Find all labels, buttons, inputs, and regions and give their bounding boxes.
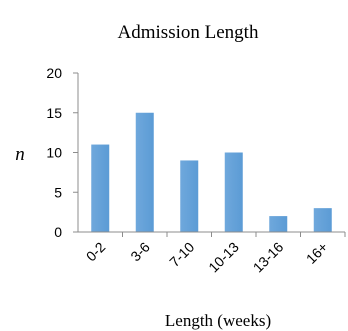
x-tick-label: 7-10 (166, 239, 197, 270)
y-tick-label: 10 (46, 145, 62, 161)
bar-0-2 (91, 145, 109, 232)
y-tick-label: 15 (46, 105, 62, 121)
y-tick-label: 5 (54, 184, 62, 200)
bar-3-6 (136, 113, 154, 232)
x-tick-label: 16+ (303, 239, 331, 267)
bar-13-16 (269, 216, 287, 232)
y-tick-label: 0 (54, 224, 62, 240)
x-tick-label: 10-13 (205, 239, 242, 276)
x-axis: 0-2 3-6 7-10 10-13 13-16 16+ (83, 232, 345, 275)
y-tick-label: 20 (46, 65, 62, 81)
bars-group (91, 113, 332, 232)
chart-title: Admission Length (118, 22, 259, 43)
x-tick-label: 13-16 (250, 239, 287, 276)
bar-7-10 (180, 160, 198, 232)
x-tick-label: 3-6 (127, 239, 153, 265)
bar-16+ (314, 208, 332, 232)
x-axis-label: Length (weeks) (165, 311, 271, 330)
bar-10-13 (225, 153, 243, 233)
y-axis: 0 5 10 15 20 (46, 65, 62, 240)
y-axis-label: n (15, 144, 25, 165)
x-tick-label: 0-2 (83, 239, 109, 265)
